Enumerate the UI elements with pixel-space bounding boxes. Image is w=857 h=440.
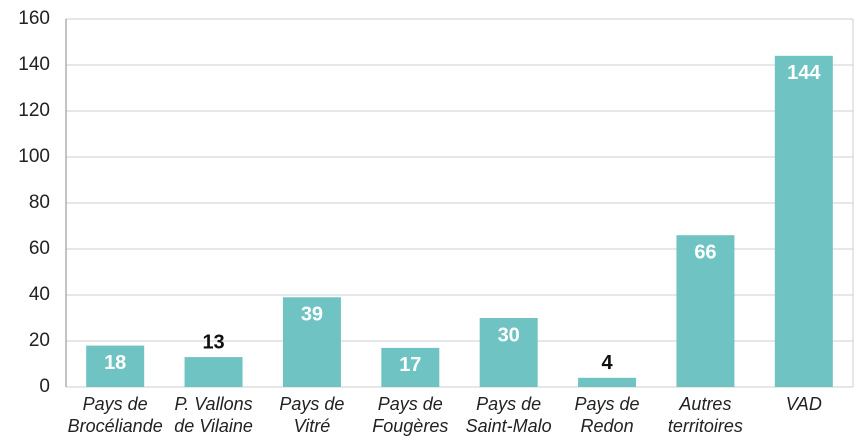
y-tick-label: 0 — [39, 376, 50, 397]
value-label: 13 — [202, 331, 224, 353]
value-label: 4 — [602, 352, 614, 374]
bar — [479, 318, 538, 387]
value-label: 17 — [399, 354, 421, 376]
bar — [282, 297, 341, 387]
y-tick-label: 140 — [18, 54, 50, 75]
x-tick-label: Pays de Fougères — [372, 394, 448, 436]
value-label: 18 — [104, 352, 126, 374]
x-tick-label: P. Vallons de Vilaine — [174, 394, 253, 436]
x-tick-label: Autres territoires — [668, 394, 743, 436]
value-label: 30 — [498, 324, 520, 346]
y-tick-label: 120 — [18, 100, 50, 121]
x-tick-label: VAD — [786, 394, 822, 414]
value-label: 39 — [301, 304, 323, 326]
y-tick-label: 20 — [29, 330, 50, 351]
x-tick-label: Pays de Saint-Malo — [466, 394, 552, 436]
bar — [381, 347, 440, 387]
bar — [578, 377, 637, 387]
value-label: 144 — [787, 62, 821, 84]
bar — [184, 357, 243, 387]
y-tick-label: 60 — [29, 238, 50, 259]
y-tick-label: 40 — [29, 284, 50, 305]
y-tick-label: 100 — [18, 146, 50, 167]
y-tick-label: 160 — [18, 8, 50, 29]
bar — [86, 345, 145, 387]
x-tick-label: Pays de Brocéliande — [68, 394, 163, 436]
y-tick-label: 80 — [29, 192, 50, 213]
bar — [774, 55, 833, 388]
bar — [676, 235, 735, 387]
value-label: 66 — [694, 241, 716, 263]
x-tick-label: Pays de Redon — [575, 394, 640, 436]
x-tick-label: Pays de Vitré — [279, 394, 344, 436]
